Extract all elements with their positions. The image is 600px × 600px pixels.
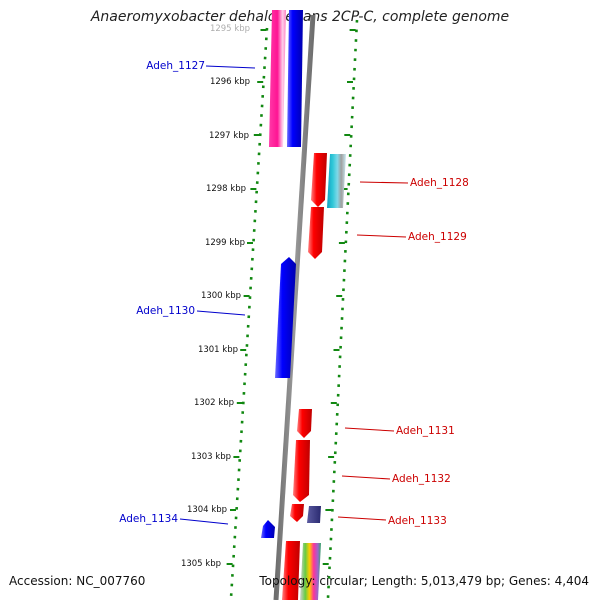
tick-label: 1296 kbp [210,77,250,87]
reverse-strand-genes [261,10,303,538]
gene-label-leader [337,516,387,521]
gene-Adeh_1131-feature[interactable] [297,409,312,438]
scale-tick-labels: 1295 kbp 1296 kbp 1297 kbp 1298 kbp 1299… [181,24,250,569]
gene-label-Adeh_1129[interactable]: Adeh_1129 [408,231,467,243]
genome-backbone [273,14,316,600]
gene-Adeh_1132-feature[interactable] [293,440,310,502]
cyan-feature-block [327,154,346,208]
gene-Adeh_1130-feature[interactable] [275,257,296,378]
gene-label-leader [359,181,409,184]
gene-label-leader [344,427,395,432]
ruler-dotted-line [229,27,269,599]
tick-label: 1298 kbp [206,184,246,194]
tick-label: 1305 kbp [181,559,221,569]
gene-label-Adeh_1132[interactable]: Adeh_1132 [392,473,451,485]
genome-info-text: Topology: circular; Length: 5,013,479 bp… [259,574,589,588]
gene-label-Adeh_1128[interactable]: Adeh_1128 [410,177,469,189]
gene-label-Adeh_1130[interactable]: Adeh_1130 [136,305,195,317]
gene-red-bottom-feature[interactable] [282,541,300,600]
gene-Adeh_1134-feature[interactable] [261,520,275,538]
tick-label: 1300 kbp [201,291,241,301]
tick-label: 1302 kbp [194,398,234,408]
forward-strand-genes [282,153,327,600]
gene-label-leader [356,234,407,238]
multicolor-feature-block [300,543,321,600]
gene-labels: Adeh_1127 Adeh_1128 Adeh_1129 Adeh_1130 … [119,60,469,527]
gene-label-leader [205,65,256,69]
scale-ruler-left [226,27,269,599]
gene-label-leader [179,518,229,525]
gene-label-Adeh_1127[interactable]: Adeh_1127 [146,60,205,72]
gene-label-Adeh_1133[interactable]: Adeh_1133 [388,515,447,527]
gene-label-leader [341,475,391,480]
gene-red-small-feature[interactable] [290,504,304,522]
gene-Adeh_1127-feature[interactable] [287,10,303,147]
gene-Adeh_1129-feature[interactable] [308,207,324,259]
pink-feature-block [269,10,286,147]
tick-label: 1295 kbp [210,24,250,34]
tick-label: 1301 kbp [198,345,238,355]
gene-label-Adeh_1134[interactable]: Adeh_1134 [119,513,178,525]
gene-Adeh_1128-feature[interactable] [311,153,327,207]
tick-label: 1297 kbp [209,131,249,141]
accession-text: Accession: NC_007760 [9,574,146,588]
gene-label-Adeh_1131[interactable]: Adeh_1131 [396,425,455,437]
tick-label: 1304 kbp [187,505,227,515]
gene-Adeh_1133-feature[interactable] [307,506,321,523]
scale-ruler-right [322,19,359,599]
gene-label-leader [196,310,246,316]
ruler-dotted-line [326,19,359,599]
tick-label: 1299 kbp [205,238,245,248]
tick-label: 1303 kbp [191,452,231,462]
